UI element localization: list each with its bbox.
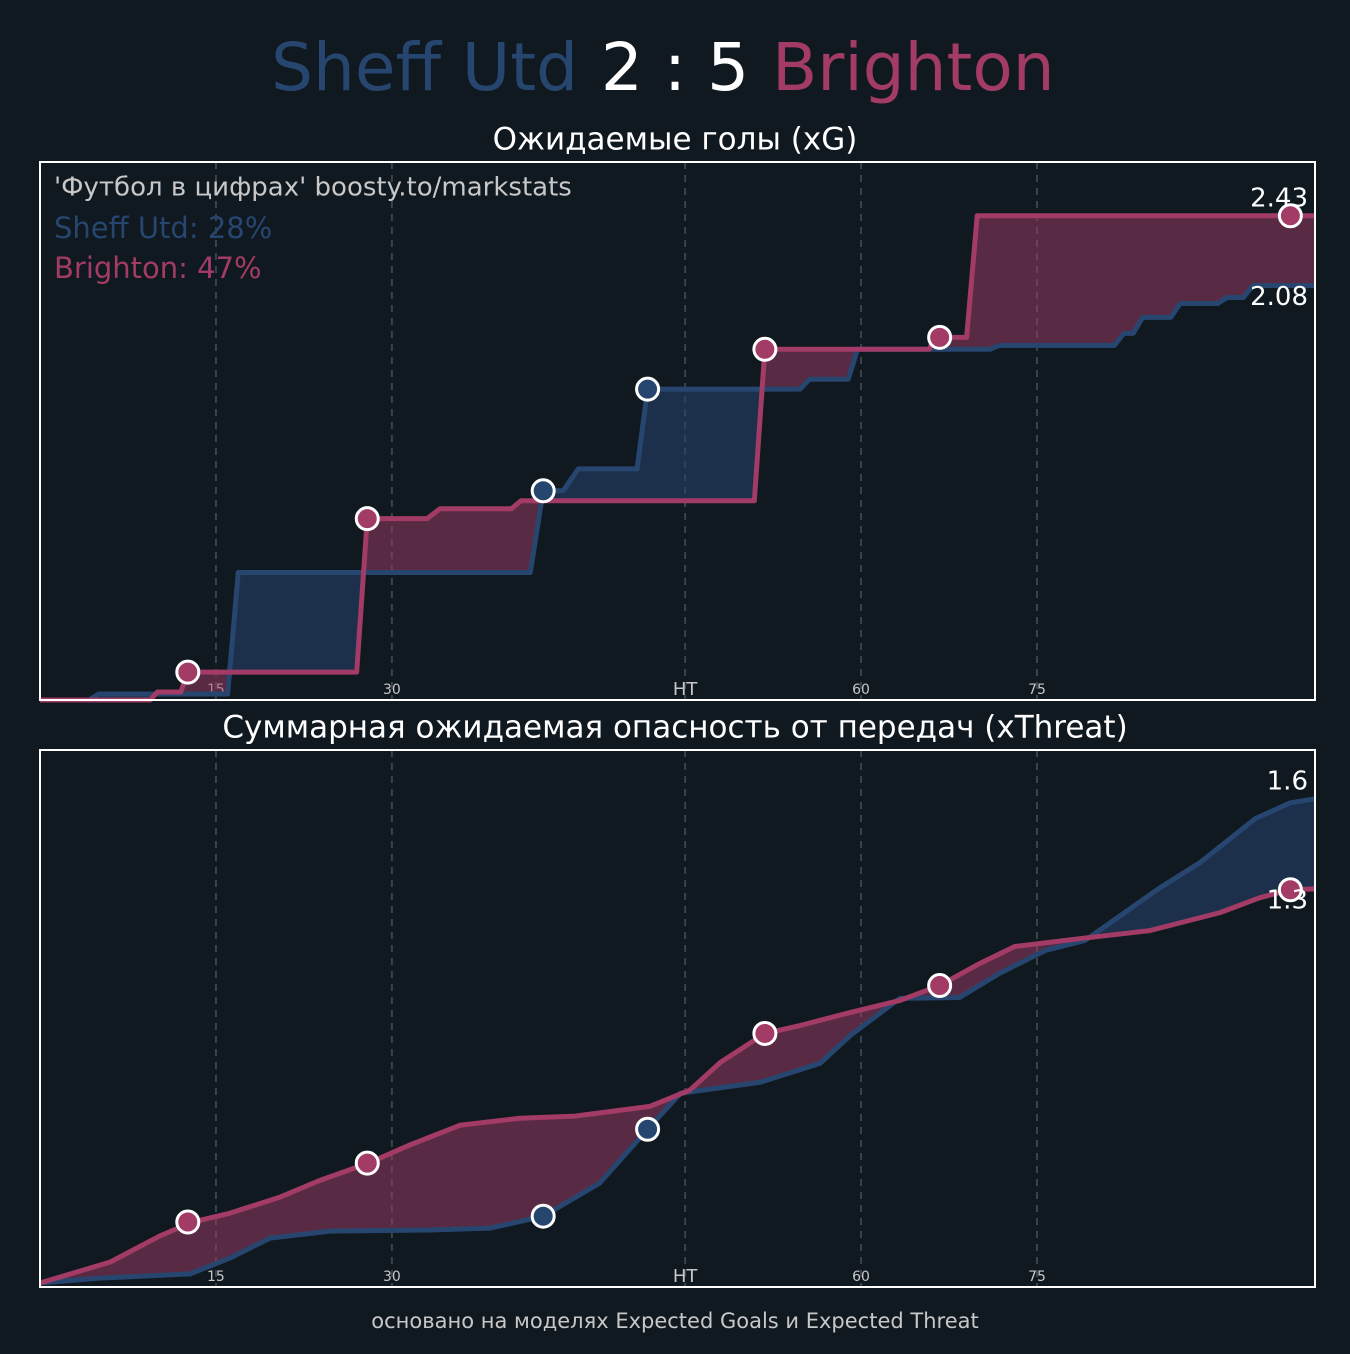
away-team: Brighton xyxy=(772,29,1055,106)
x-tick-label: 75 xyxy=(1028,1269,1046,1285)
home-team: Sheff Utd xyxy=(271,29,578,106)
end-label: 1.6 xyxy=(1267,766,1308,796)
goal-marker xyxy=(927,324,953,350)
plot-frame xyxy=(39,161,1316,701)
x-tick-label: HT xyxy=(673,1266,699,1287)
goal-marker xyxy=(1277,203,1303,229)
legend-entry: Brighton: 47% xyxy=(54,251,262,285)
chart-title: Ожидаемые голы (xG) xyxy=(493,122,858,158)
legend-entry: Sheff Utd: 28% xyxy=(54,211,272,245)
end-label: 2.08 xyxy=(1250,282,1308,312)
x-tick-label: 30 xyxy=(383,1269,401,1285)
series-line xyxy=(39,796,1316,1286)
series-line xyxy=(40,283,1315,703)
end-label: 1.3 xyxy=(1267,885,1308,915)
goal-marker xyxy=(175,659,201,685)
x-tick-label: 60 xyxy=(852,682,870,698)
x-tick-label: 60 xyxy=(852,1269,870,1285)
goal-marker xyxy=(530,1203,556,1229)
goal-marker xyxy=(354,506,380,532)
goal-marker xyxy=(530,478,556,504)
x-tick-label: HT xyxy=(673,679,699,700)
goal-marker xyxy=(1277,877,1303,903)
x-tick-label: 30 xyxy=(383,682,401,698)
goal-marker xyxy=(635,376,661,402)
goal-marker xyxy=(927,973,953,999)
annotation: 'Футбол в цифрах' boosty.to/markstats xyxy=(54,173,572,203)
x-tick-label: 75 xyxy=(1028,682,1046,698)
goal-marker xyxy=(354,1150,380,1176)
footer: основано на моделях Expected Goals и Exp… xyxy=(371,1309,978,1333)
goal-marker xyxy=(635,1116,661,1142)
score: 2 : 5 xyxy=(601,29,749,106)
end-label: 2.43 xyxy=(1250,183,1308,213)
series-line xyxy=(39,886,1316,1286)
plot-frame xyxy=(39,749,1316,1288)
goal-marker xyxy=(752,1020,778,1046)
x-tick-label: 15 xyxy=(207,1269,225,1285)
goal-marker xyxy=(752,336,778,362)
chart-title: Суммарная ожидаемая опасность от передач… xyxy=(222,710,1127,746)
goal-marker xyxy=(175,1209,201,1235)
